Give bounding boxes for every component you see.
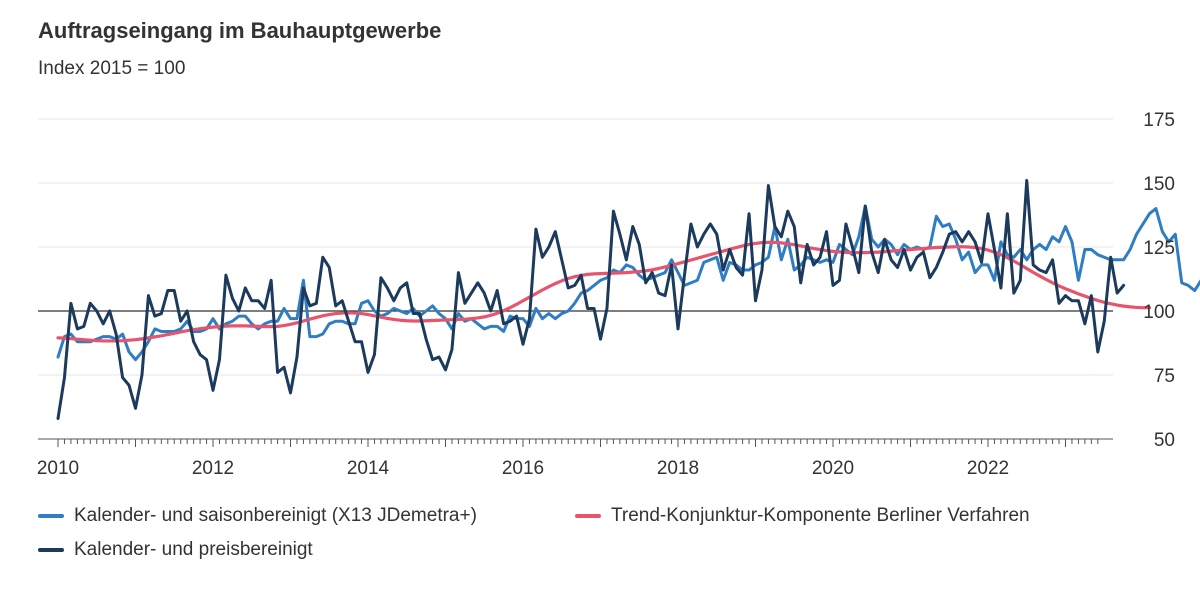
- legend-swatch-trend: [575, 514, 601, 518]
- x-axis-ticks: [57, 439, 1099, 447]
- x-tick-label: 2014: [347, 458, 390, 479]
- series-line-price[interactable]: [56, 178, 1126, 421]
- y-tick-label: 75: [1154, 366, 1175, 387]
- x-tick-label: 2010: [37, 458, 79, 479]
- y-tick-label: 150: [1143, 174, 1175, 195]
- series-line-trend[interactable]: [56, 240, 1152, 343]
- axis-labels: 50 75 100 125 150 175 2010 2012 2014 2016 2018 2020…: [37, 110, 1175, 479]
- y-tick-label: 125: [1143, 238, 1175, 259]
- x-tick-label: 2012: [192, 458, 234, 479]
- legend-swatch-seasonal: [38, 514, 64, 518]
- legend-item-trend[interactable]: Trend-Konjunktur-Komponente Berliner Ver…: [575, 505, 1030, 527]
- y-tick-label: 50: [1154, 430, 1175, 451]
- chart-title: Auftragseingang im Bauhauptgewerbe: [38, 18, 442, 43]
- x-tick-label: 2020: [812, 458, 854, 479]
- legend-swatch-price: [38, 548, 64, 552]
- legend-label-seasonal: Kalender- und saisonbereinigt (X13 JDeme…: [74, 505, 477, 526]
- legend-item-price[interactable]: Kalender- und preisbereinigt: [38, 539, 313, 561]
- x-tick-label: 2016: [502, 458, 544, 479]
- y-tick-label: 100: [1143, 302, 1175, 323]
- y-tick-label: 175: [1143, 110, 1175, 131]
- legend-label-price: Kalender- und preisbereinigt: [74, 539, 313, 560]
- series-lines: [56, 178, 1200, 421]
- chart-subtitle: Index 2015 = 100: [38, 58, 186, 79]
- grid-lines: [38, 118, 1113, 440]
- x-tick-label: 2022: [967, 458, 1009, 479]
- x-tick-label: 2018: [657, 458, 699, 479]
- legend-item-seasonal[interactable]: Kalender- und saisonbereinigt (X13 JDeme…: [38, 505, 477, 527]
- legend-label-trend: Trend-Konjunktur-Komponente Berliner Ver…: [611, 505, 1030, 526]
